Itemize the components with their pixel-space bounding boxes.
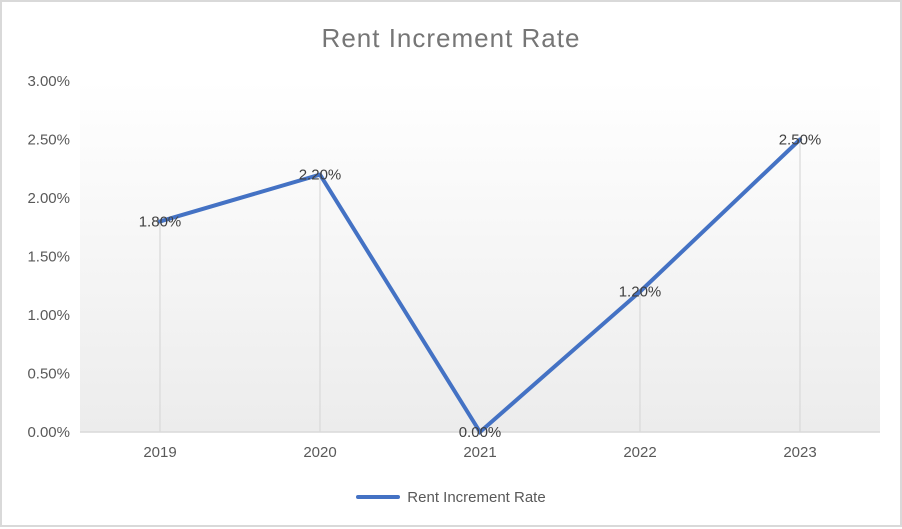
x-axis-category-label: 2021 xyxy=(463,444,496,461)
x-axis-category-label: 2019 xyxy=(143,444,176,461)
data-label: 1.80% xyxy=(139,213,182,230)
series-line xyxy=(158,137,802,436)
data-label: 1.20% xyxy=(619,284,662,301)
y-axis-tick-label: 0.50% xyxy=(27,366,70,383)
y-axis-tick-label: 2.50% xyxy=(27,132,70,149)
y-axis-tick-label: 1.50% xyxy=(27,249,70,266)
x-axis-category-label: 2020 xyxy=(303,444,336,461)
x-axis-category-label: 2023 xyxy=(783,444,816,461)
y-axis-tick-label: 2.00% xyxy=(27,190,70,207)
y-axis-tick-label: 1.00% xyxy=(27,307,70,324)
data-label: 2.20% xyxy=(299,167,342,184)
legend-line-swatch xyxy=(356,495,401,499)
legend-label: Rent Increment Rate xyxy=(407,488,546,506)
y-axis-tick-label: 3.00% xyxy=(27,73,70,90)
chart-title: Rent Increment Rate xyxy=(321,23,581,53)
x-axis-category-label: 2022 xyxy=(623,444,656,461)
data-label: 0.00% xyxy=(459,424,502,441)
plot-area xyxy=(80,81,880,432)
data-label: 2.50% xyxy=(779,132,822,149)
legend: Rent Increment Rate xyxy=(2,487,900,507)
y-axis-tick-label: 0.00% xyxy=(27,424,70,441)
